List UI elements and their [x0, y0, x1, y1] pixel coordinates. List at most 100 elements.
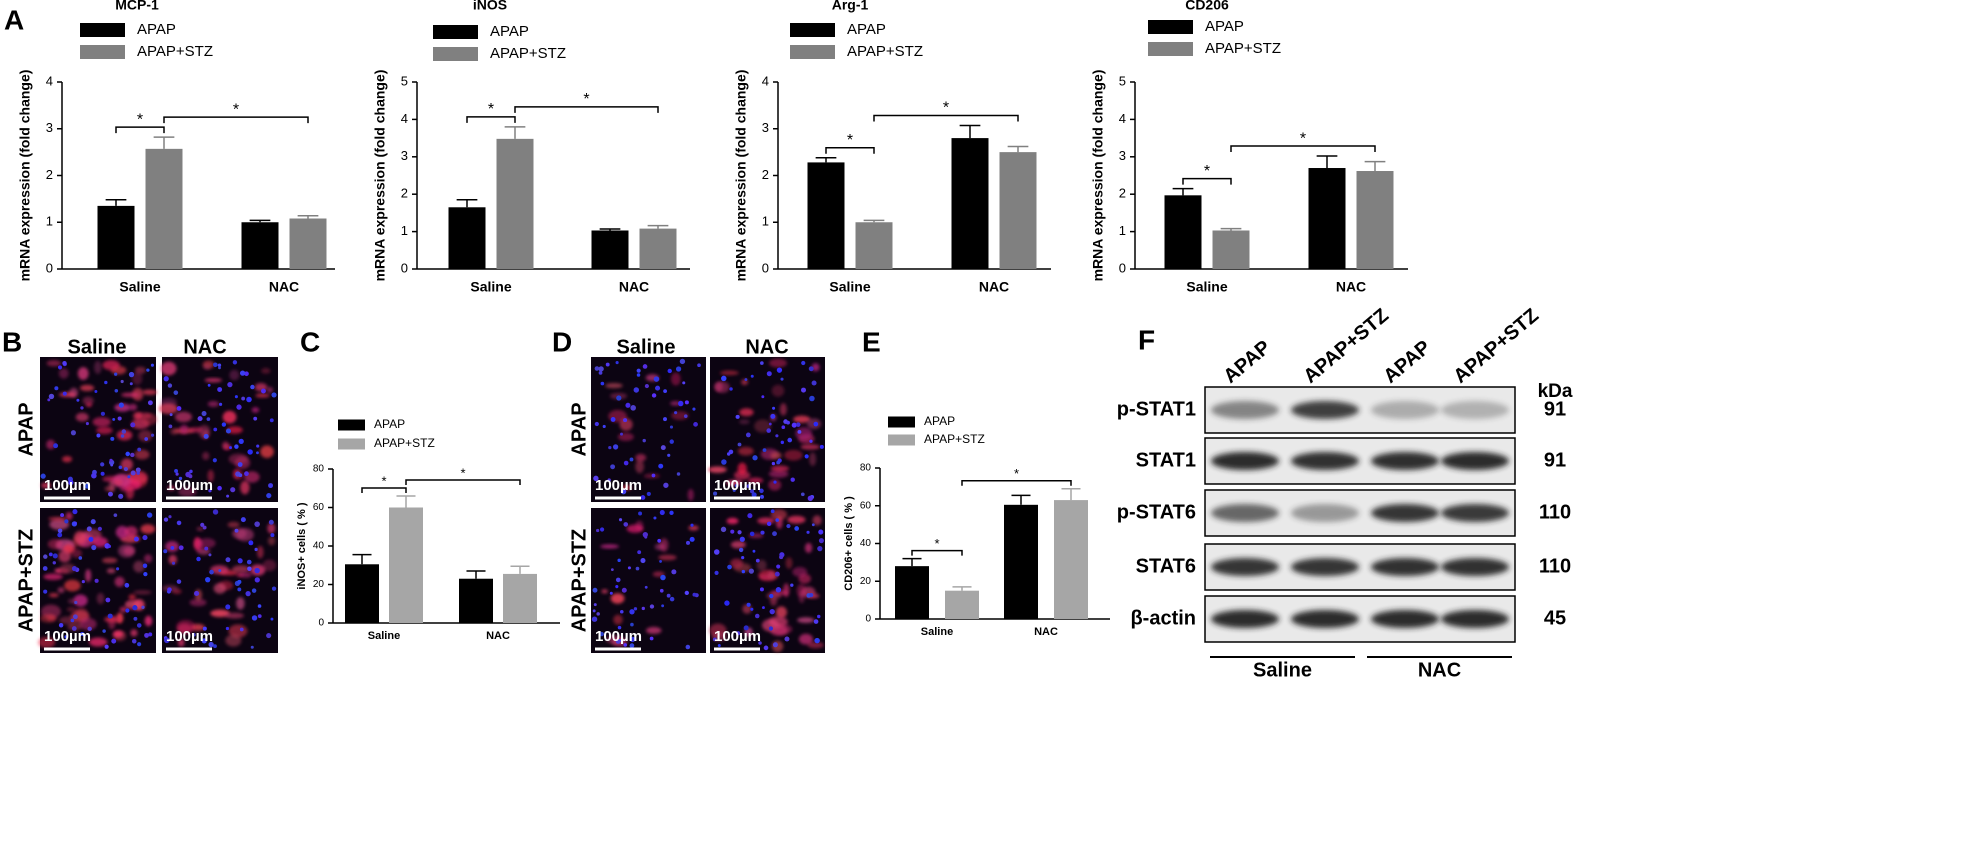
cell-stain	[255, 393, 270, 398]
nucleus	[113, 513, 118, 517]
cell-stain	[739, 419, 750, 425]
cell-stain	[88, 637, 108, 647]
nucleus	[168, 515, 172, 519]
nucleus	[104, 380, 108, 385]
cell-stain	[144, 615, 153, 627]
cell-stain	[605, 383, 623, 389]
cell-stain	[601, 589, 608, 594]
y-tick-label: 0	[401, 260, 408, 275]
cell-stain	[79, 384, 95, 392]
nucleus	[697, 363, 701, 368]
legend-swatch	[790, 45, 835, 59]
nucleus	[605, 362, 610, 367]
nucleus	[730, 529, 735, 534]
cell-stain	[812, 515, 822, 526]
nucleus	[667, 453, 671, 457]
nucleus	[679, 358, 686, 365]
cell-stain	[646, 626, 662, 635]
cell-stain	[769, 358, 787, 368]
error-bar	[352, 553, 372, 565]
nucleus	[120, 434, 125, 438]
nucleus	[814, 637, 820, 644]
cell-stain	[793, 415, 811, 423]
nucleus	[591, 616, 598, 622]
significance-label: *	[847, 132, 853, 149]
cell-stain	[204, 378, 223, 383]
significance-bracket	[514, 106, 659, 113]
y-tick-label: 20	[860, 576, 872, 587]
y-tick-label: 20	[313, 579, 325, 590]
lane-label: APAP	[1219, 336, 1275, 388]
nucleus	[775, 587, 782, 593]
nucleus	[212, 458, 217, 463]
nucleus	[761, 606, 765, 610]
nucleus	[254, 521, 260, 527]
nucleus	[96, 433, 101, 438]
nucleus	[772, 406, 776, 410]
nucleus	[174, 469, 179, 473]
significance-label: *	[1300, 130, 1306, 147]
bar	[241, 222, 279, 269]
bar	[1212, 230, 1250, 269]
cell-stain	[730, 558, 743, 569]
nucleus	[246, 396, 252, 403]
cell-stain	[795, 427, 813, 440]
nucleus	[684, 590, 689, 596]
cell-stain	[202, 451, 210, 461]
nucleus	[129, 382, 133, 386]
scale-bar-label: 100µm	[714, 628, 761, 645]
cell-stain	[71, 548, 83, 559]
y-axis-label: mRNA expression (fold change)	[733, 70, 749, 282]
nucleus	[176, 579, 182, 584]
legend-swatch	[80, 45, 125, 59]
nucleus	[178, 476, 183, 481]
x-tick-label: NAC	[269, 279, 299, 295]
cell-stain	[768, 616, 788, 628]
nucleus	[170, 546, 175, 550]
cell-stain	[225, 612, 245, 619]
blot-band	[1371, 452, 1439, 470]
unit-label: kDa	[1538, 381, 1573, 402]
nucleus	[209, 569, 214, 575]
lane-label: APAP	[1379, 336, 1435, 388]
panel-letter: F	[1138, 324, 1155, 355]
nucleus	[669, 425, 674, 429]
nucleus	[230, 487, 236, 493]
error-bar	[1316, 155, 1338, 169]
y-tick-label: 0	[318, 618, 324, 629]
nucleus	[754, 613, 760, 619]
x-tick-label: Saline	[470, 279, 511, 295]
significance-bracket	[115, 126, 165, 134]
significance-bracket	[1230, 145, 1376, 153]
cell-stain	[726, 517, 739, 525]
cell-stain	[48, 593, 59, 598]
blot-kda: 45	[1544, 607, 1566, 629]
nucleus	[755, 558, 760, 563]
column-label: NAC	[745, 336, 788, 358]
nucleus	[772, 642, 778, 648]
nucleus	[68, 479, 74, 486]
nucleus	[64, 635, 68, 639]
nucleus	[809, 593, 814, 598]
nucleus	[655, 385, 661, 391]
error-bar	[647, 224, 669, 229]
nucleus	[743, 625, 749, 631]
cell-stain	[658, 554, 677, 561]
nucleus	[217, 387, 223, 392]
nucleus	[94, 578, 99, 583]
cell-stain	[239, 572, 252, 578]
cell-stain	[141, 413, 158, 426]
nucleus	[671, 569, 677, 575]
nucleus	[76, 398, 80, 402]
nucleus	[735, 414, 740, 419]
nucleus	[592, 609, 596, 613]
nucleus	[752, 455, 758, 461]
nucleus	[125, 451, 130, 457]
nucleus	[780, 440, 785, 445]
nucleus	[640, 495, 646, 500]
scale-bar-label: 100µm	[595, 628, 642, 645]
cell-stain	[62, 455, 73, 463]
nucleus	[256, 444, 260, 448]
nucleus	[201, 638, 207, 644]
cell-stain	[38, 636, 56, 649]
